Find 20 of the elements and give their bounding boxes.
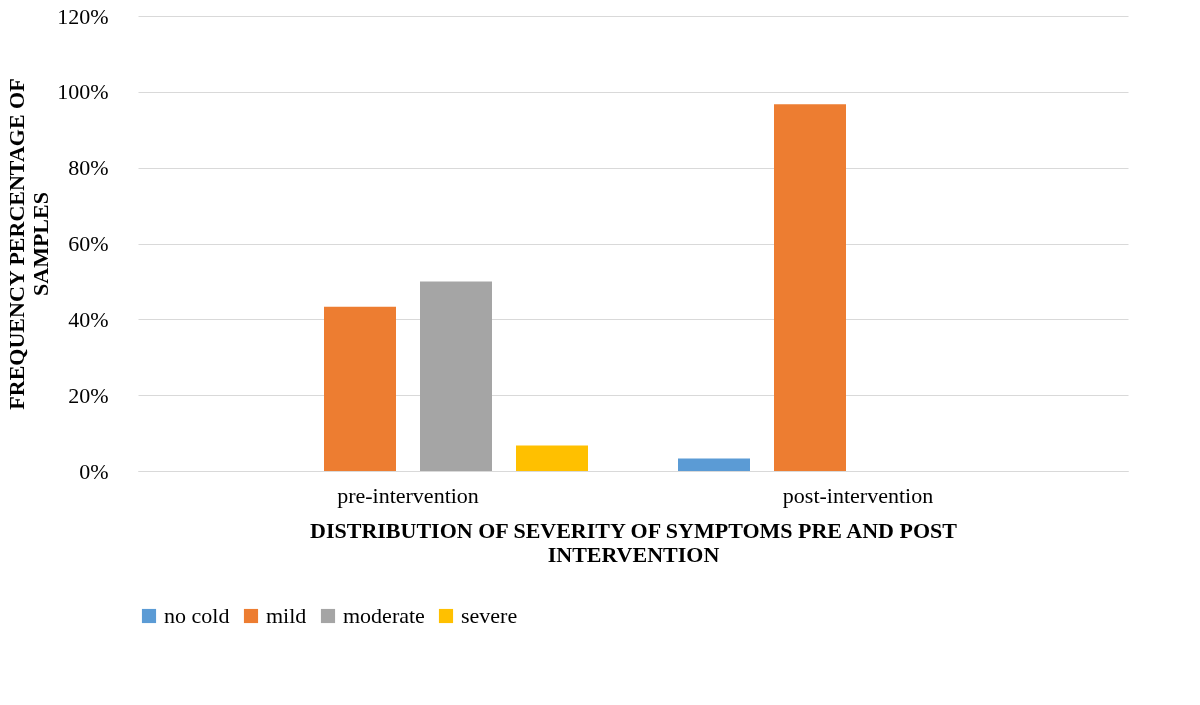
- bar: [678, 458, 750, 471]
- y-tick-label: 120%: [57, 3, 109, 29]
- y-axis-title: FREQUENCY PERCENTAGE OF SAMPLES: [4, 78, 54, 410]
- y-tick-label: 40%: [68, 306, 109, 332]
- legend-label: no cold: [164, 603, 230, 628]
- x-axis-title: DISTRIBUTION OF SEVERITY OF SYMPTOMS PRE AND POST INTERVENTION: [310, 517, 958, 567]
- legend-label: mild: [266, 603, 307, 628]
- legend-label: moderate: [343, 603, 425, 628]
- y-tick-label: 0%: [79, 458, 109, 484]
- y-tick-label: 80%: [68, 155, 109, 181]
- legend-label: severe: [461, 603, 518, 628]
- bar: [420, 281, 492, 471]
- bar: [324, 306, 396, 471]
- x-tick-label: pre-intervention: [337, 482, 479, 508]
- y-tick-label: 60%: [68, 231, 109, 256]
- y-tick-label: 20%: [68, 382, 109, 408]
- x-tick-label: post-intervention: [782, 482, 934, 508]
- bar: [774, 104, 846, 471]
- y-tick-label: 100%: [57, 79, 109, 105]
- bar: [516, 445, 588, 471]
